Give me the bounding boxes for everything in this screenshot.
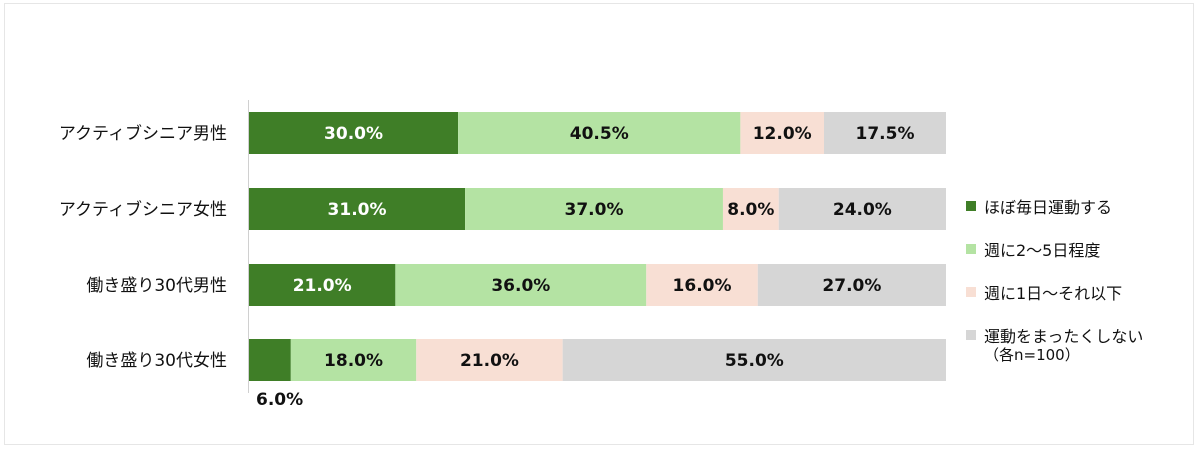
legend-swatch-2to5-days <box>966 243 976 254</box>
data-label-daily: 6.0% <box>256 390 303 410</box>
data-label-1-day-or-less: 12.0% <box>753 124 812 144</box>
legend: ほぼ毎日運動する 週に2～5日程度 週に1日～それ以下 運動をまったくしない （… <box>966 184 1191 365</box>
data-label-2to5-days: 40.5% <box>570 124 629 144</box>
bar-segment-1-day-or-less <box>722 188 779 230</box>
bar-segment-1-day-or-less <box>646 264 758 306</box>
data-label-1-day-or-less: 16.0% <box>673 276 732 296</box>
bar-segment-none <box>824 112 946 154</box>
data-label-none: 17.5% <box>856 124 915 144</box>
legend-item-none: 運動をまったくしない <box>966 313 1191 356</box>
bar-segment-2to5-days <box>465 188 723 230</box>
bar-segment-2to5-days <box>395 264 647 306</box>
data-label-none: 24.0% <box>833 200 892 220</box>
legend-label-daily: ほぼ毎日運動する <box>984 197 1113 217</box>
data-label-daily: 30.0% <box>324 124 383 144</box>
data-label-daily: 21.0% <box>293 276 352 296</box>
legend-item-2to5-days: 週に2～5日程度 <box>966 227 1191 270</box>
category-label: アクティブシニア男性 <box>59 123 227 144</box>
legend-item-1-day-or-less: 週に1日～それ以下 <box>966 270 1191 313</box>
data-label-none: 27.0% <box>822 276 881 296</box>
legend-item-daily: ほぼ毎日運動する <box>966 184 1191 227</box>
bar-segment-none <box>562 339 946 381</box>
legend-swatch-daily <box>966 200 976 211</box>
data-label-2to5-days: 37.0% <box>565 200 624 220</box>
legend-label-1-day-or-less: 週に1日～それ以下 <box>984 283 1123 303</box>
bar-segment-1-day-or-less <box>416 339 563 381</box>
bar-segment-none <box>757 264 946 306</box>
data-label-daily: 31.0% <box>328 200 387 220</box>
bar-segment-daily <box>249 264 396 306</box>
category-label: 働き盛り30代男性 <box>86 276 227 296</box>
sample-size-note: （各n=100） <box>984 346 1080 364</box>
category-label: アクティブシニア女性 <box>59 199 227 220</box>
legend-label-2to5-days: 週に2～5日程度 <box>984 240 1101 260</box>
data-label-1-day-or-less: 21.0% <box>460 351 519 371</box>
data-label-none: 55.0% <box>725 351 784 371</box>
bar-segment-2to5-days <box>290 339 417 381</box>
legend-swatch-none <box>966 329 976 340</box>
bar-segment-daily <box>249 339 291 381</box>
bar-segment-2to5-days <box>458 112 741 154</box>
bar-segment-1-day-or-less <box>740 112 825 154</box>
data-label-1-day-or-less: 8.0% <box>727 200 774 220</box>
bar-segment-daily <box>249 188 466 230</box>
bar-segment-daily <box>249 112 459 154</box>
chart-frame <box>4 3 1194 445</box>
legend-swatch-1-day-or-less <box>966 286 976 297</box>
bar-segment-none <box>778 188 946 230</box>
category-label: 働き盛り30代女性 <box>86 351 227 371</box>
data-label-2to5-days: 36.0% <box>491 276 550 296</box>
data-label-2to5-days: 18.0% <box>324 351 383 371</box>
legend-label-none: 運動をまったくしない <box>984 326 1144 346</box>
